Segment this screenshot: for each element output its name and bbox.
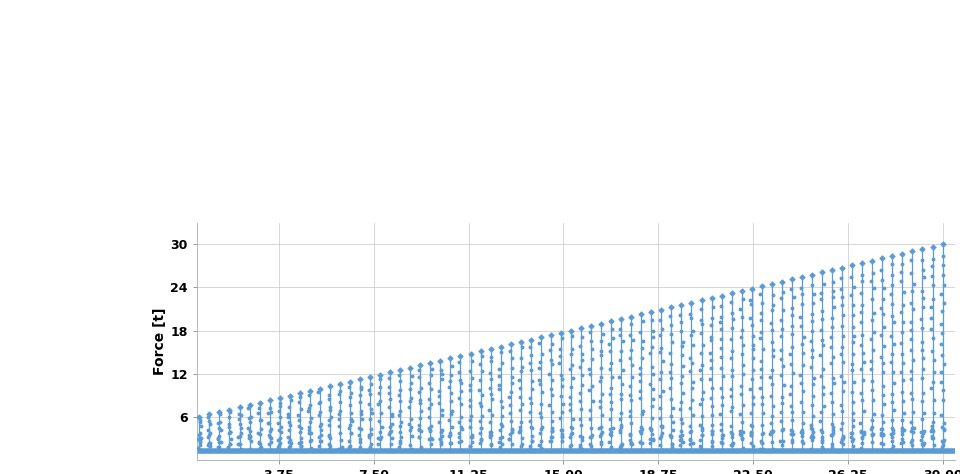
Y-axis label: Force [t]: Force [t]: [154, 308, 167, 375]
